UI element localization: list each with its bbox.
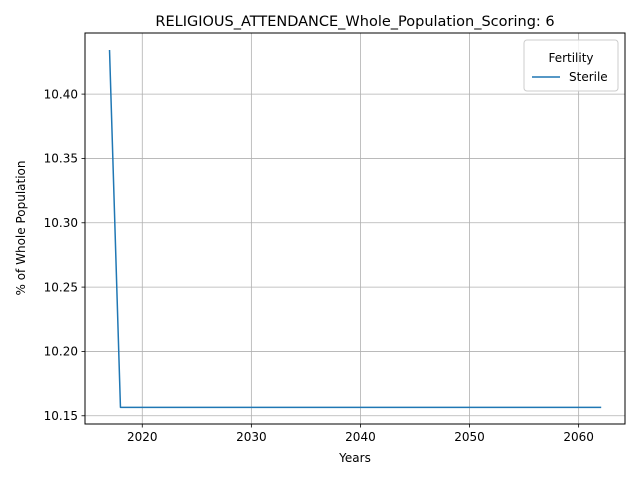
y-tick-label: 10.25 (44, 280, 78, 294)
x-tick-label: 2030 (236, 430, 267, 444)
chart-title: RELIGIOUS_ATTENDANCE_Whole_Population_Sc… (155, 14, 554, 30)
series-line-sterile (108, 49, 602, 409)
series-layer (108, 49, 602, 409)
y-tick-label: 10.20 (44, 345, 78, 359)
x-tick-label: 2050 (454, 430, 485, 444)
x-tick-label: 2060 (563, 430, 594, 444)
y-tick-label: 10.40 (44, 87, 78, 101)
legend-box (523, 39, 619, 92)
x-tick-label: 2040 (345, 430, 376, 444)
axis-ticks: 2020 2030 2040 2050 2060 10.15 10.20 10.25 10.30… (44, 87, 594, 444)
x-tick-label: 2020 (127, 430, 158, 444)
legend-title: Fertility (548, 51, 593, 65)
legend: Fertility Sterile (523, 39, 619, 92)
y-tick-label: 10.15 (44, 409, 78, 423)
plot-frame (84, 32, 626, 425)
y-tick-label: 10.35 (44, 152, 78, 166)
plot-area-background (85, 33, 625, 424)
y-axis-label: % of Whole Population (14, 161, 28, 296)
legend-label-sterile: Sterile (569, 70, 608, 84)
x-axis-label: Years (338, 451, 371, 465)
y-tick-label: 10.30 (44, 216, 78, 230)
grid (85, 33, 625, 424)
